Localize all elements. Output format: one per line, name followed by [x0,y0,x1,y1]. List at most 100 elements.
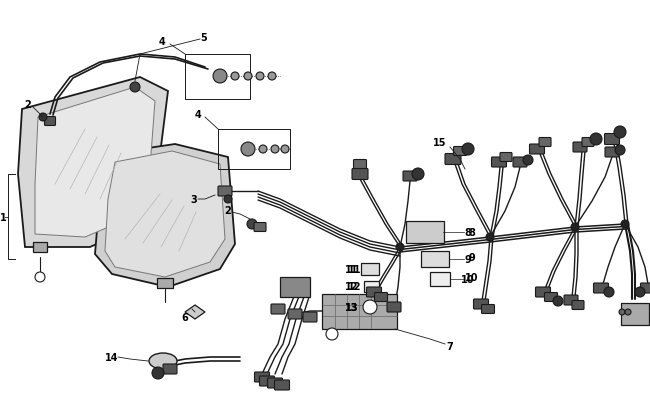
FancyBboxPatch shape [374,293,387,302]
Ellipse shape [462,144,474,156]
Text: 8: 8 [465,228,471,237]
Ellipse shape [247,220,257,230]
FancyBboxPatch shape [454,147,467,156]
Bar [421,252,449,267]
FancyBboxPatch shape [367,287,382,297]
Ellipse shape [615,146,625,156]
FancyBboxPatch shape [572,301,584,310]
FancyBboxPatch shape [500,153,512,162]
Ellipse shape [268,73,276,81]
Text: 11: 11 [345,264,359,274]
Text: 8: 8 [469,228,475,237]
Ellipse shape [271,146,279,153]
Ellipse shape [571,224,579,231]
Text: 10: 10 [465,272,479,282]
FancyBboxPatch shape [513,158,527,168]
Ellipse shape [224,196,232,203]
Ellipse shape [244,73,252,81]
Ellipse shape [35,272,45,282]
Bar [33,243,47,252]
Polygon shape [35,88,155,237]
Text: 11: 11 [348,264,362,274]
Bar [280,277,310,297]
Ellipse shape [39,114,47,121]
Ellipse shape [256,73,264,81]
FancyBboxPatch shape [274,380,289,390]
FancyBboxPatch shape [491,158,506,168]
FancyBboxPatch shape [303,312,317,322]
Polygon shape [18,78,168,247]
Text: 4: 4 [194,110,202,120]
FancyBboxPatch shape [44,117,55,126]
Ellipse shape [635,287,645,297]
Ellipse shape [152,367,164,379]
Text: 5: 5 [201,33,207,43]
Bar [365,281,380,292]
Ellipse shape [326,328,338,340]
FancyBboxPatch shape [352,169,368,180]
FancyBboxPatch shape [254,223,266,232]
Text: 15: 15 [434,138,447,148]
FancyBboxPatch shape [593,284,608,293]
FancyBboxPatch shape [564,295,578,305]
Text: 9: 9 [465,254,471,264]
Ellipse shape [621,220,629,228]
Text: 4: 4 [159,37,165,47]
Ellipse shape [130,83,140,93]
FancyBboxPatch shape [530,145,545,155]
Bar [621,303,649,325]
FancyBboxPatch shape [387,302,401,312]
Ellipse shape [281,146,289,153]
Ellipse shape [590,134,602,146]
Text: 7: 7 [447,341,453,351]
Text: 3: 3 [190,194,198,205]
Ellipse shape [412,168,424,181]
FancyBboxPatch shape [271,304,285,314]
FancyBboxPatch shape [545,293,558,302]
Polygon shape [95,145,235,287]
Text: 10: 10 [462,274,474,284]
Text: 2: 2 [225,205,231,215]
FancyBboxPatch shape [604,134,619,145]
FancyBboxPatch shape [640,284,650,293]
Ellipse shape [625,309,631,315]
FancyBboxPatch shape [536,287,551,297]
FancyBboxPatch shape [605,148,619,158]
Polygon shape [105,151,225,277]
Text: 2: 2 [25,100,31,110]
Ellipse shape [396,243,404,252]
Ellipse shape [149,353,177,369]
Ellipse shape [259,146,267,153]
Ellipse shape [213,70,227,84]
Text: 12: 12 [348,281,362,291]
FancyBboxPatch shape [218,187,232,196]
FancyBboxPatch shape [403,172,417,181]
FancyBboxPatch shape [354,160,367,169]
Ellipse shape [231,73,239,81]
FancyBboxPatch shape [288,309,302,319]
Text: 1: 1 [0,213,6,222]
Bar [406,222,444,243]
FancyBboxPatch shape [163,364,177,374]
Text: 12: 12 [345,281,359,291]
Text: 13: 13 [345,302,359,312]
Text: 14: 14 [105,352,119,362]
FancyBboxPatch shape [573,143,587,153]
Ellipse shape [553,296,563,306]
Text: 9: 9 [469,252,475,262]
FancyBboxPatch shape [445,154,461,165]
FancyBboxPatch shape [539,138,551,147]
FancyBboxPatch shape [482,305,495,314]
FancyBboxPatch shape [473,299,489,309]
Bar [430,272,450,286]
Polygon shape [185,305,205,319]
Ellipse shape [619,309,625,315]
Text: 6: 6 [181,312,188,322]
Bar [361,263,379,275]
FancyBboxPatch shape [259,376,274,386]
FancyBboxPatch shape [268,378,283,388]
Bar [157,278,173,288]
Ellipse shape [486,233,494,241]
Text: 13: 13 [345,302,359,312]
Ellipse shape [523,156,533,166]
